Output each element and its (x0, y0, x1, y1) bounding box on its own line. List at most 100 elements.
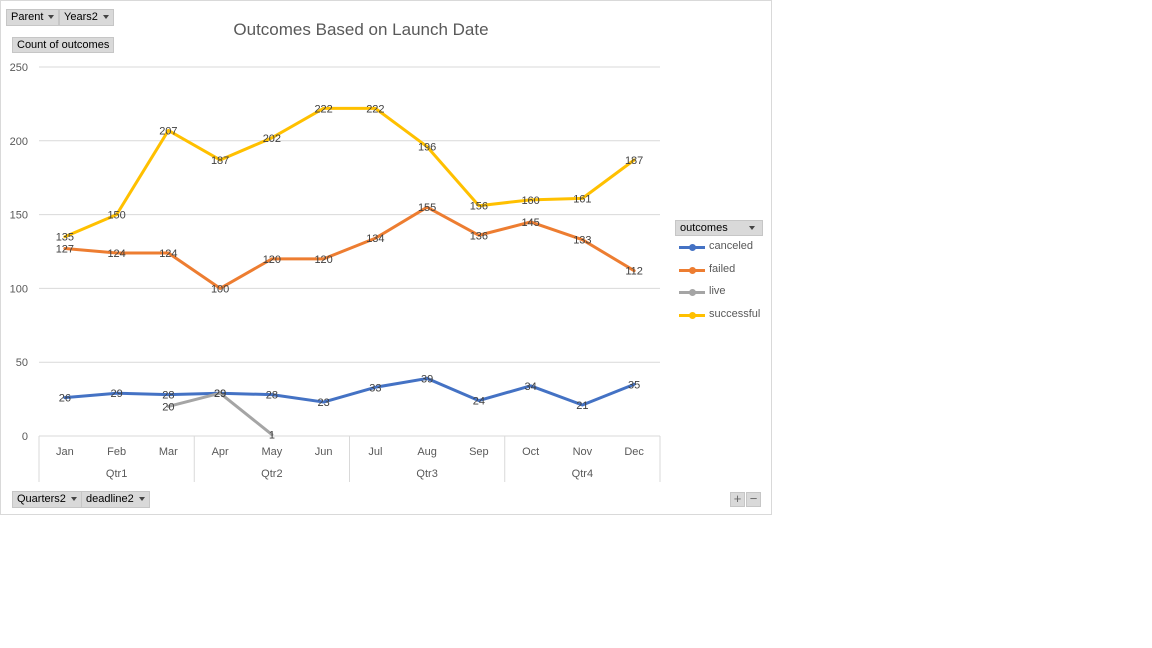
x-tick-label: Jun (315, 446, 333, 458)
data-label-successful: 187 (211, 155, 229, 167)
data-label-successful: 187 (625, 155, 643, 167)
data-label-live: 29 (214, 388, 226, 400)
chart-area: Parent Years2 Count of outcomes Outcomes… (0, 0, 772, 515)
dropdown-arrow-icon (749, 226, 755, 230)
x-group-label: Qtr1 (106, 468, 127, 480)
data-label-canceled: 21 (576, 400, 588, 412)
y-tick-label: 150 (10, 210, 28, 222)
minus-icon: − (749, 491, 758, 506)
data-label-canceled: 26 (59, 393, 71, 405)
x-tick-label: Feb (107, 446, 126, 458)
series-line-failed (63, 205, 636, 290)
y-tick-label: 200 (10, 136, 28, 148)
value-field-label: Count of outcomes (17, 39, 110, 51)
line-chart: 0 50 100 150 200 250 Qtr1 Qtr2 Qtr3 Qtr4 Jan Feb Mar… (10, 62, 661, 482)
x-group-label: Qtr4 (572, 468, 593, 480)
data-label-canceled: 29 (111, 388, 123, 400)
data-label-failed: 127 (56, 244, 74, 256)
quarters-filter-label: Quarters2 (17, 493, 66, 505)
y-tick-label: 250 (10, 62, 28, 74)
expand-field-button[interactable]: + (730, 492, 745, 507)
data-label-canceled: 29 (214, 388, 226, 400)
data-label-failed: 112 (625, 266, 643, 278)
dropdown-arrow-icon (48, 15, 55, 20)
data-label-canceled: 33 (369, 382, 381, 394)
data-label-canceled: 35 (628, 379, 640, 391)
data-label-failed: 100 (211, 283, 229, 295)
plus-icon: + (733, 491, 742, 506)
legend-label: live (709, 285, 726, 298)
data-label-failed: 145 (521, 217, 539, 229)
data-label-failed: 124 (159, 248, 177, 260)
x-group-label: Qtr3 (416, 468, 437, 480)
data-label-live: 20 (162, 401, 174, 413)
data-label-canceled: 34 (525, 381, 537, 393)
x-tick-label: May (261, 446, 282, 458)
x-tick-label: Nov (573, 446, 593, 458)
data-label-failed: 120 (263, 254, 281, 266)
chart-title: Outcomes Based on Launch Date (233, 20, 489, 39)
data-label-successful: 222 (314, 103, 332, 115)
x-tick-label: Jan (56, 446, 74, 458)
data-label-canceled: 24 (473, 396, 485, 408)
legend-label: canceled (709, 240, 754, 252)
data-label-failed: 136 (470, 230, 488, 242)
parent-filter-label: Parent (11, 11, 44, 23)
dropdown-arrow-icon (70, 497, 77, 502)
quarters-filter-button[interactable]: Quarters2 (12, 491, 82, 508)
data-label-successful: 207 (159, 125, 177, 137)
legend-header-label: outcomes (680, 222, 728, 234)
x-group-label: Qtr2 (261, 468, 282, 480)
legend-marker-icon (689, 289, 696, 297)
legend-label: failed (709, 262, 736, 275)
collapse-field-button[interactable]: − (746, 492, 761, 507)
legend-filter-button[interactable]: outcomes (675, 220, 763, 236)
data-label-successful: 135 (56, 232, 74, 244)
data-label-successful: 196 (418, 142, 436, 154)
legend-swatch (679, 266, 705, 274)
data-label-failed: 120 (314, 254, 332, 266)
series-line-successful (63, 106, 636, 239)
legend-marker-icon (689, 266, 696, 274)
legend-label: successful (709, 307, 761, 320)
value-field-button[interactable]: Count of outcomes (12, 37, 115, 53)
x-tick-label: Apr (212, 446, 229, 458)
dropdown-arrow-icon (102, 15, 109, 20)
data-label-failed: 133 (573, 235, 591, 247)
data-label-failed: 134 (366, 233, 384, 245)
series-line-canceled (63, 376, 636, 407)
data-label-canceled: 28 (162, 390, 174, 402)
data-label-successful: 222 (366, 103, 384, 115)
data-label-live: 1 (269, 430, 275, 442)
data-label-failed: 124 (107, 248, 125, 260)
legend-marker-icon (689, 311, 696, 319)
y-tick-label: 0 (22, 431, 28, 443)
parent-filter-button[interactable]: Parent (6, 9, 60, 26)
legend-swatch (679, 289, 705, 297)
data-label-canceled: 28 (266, 390, 278, 402)
x-tick-label: Jul (368, 446, 382, 458)
data-label-successful: 150 (107, 210, 125, 222)
data-label-successful: 160 (521, 195, 539, 207)
data-label-canceled: 39 (421, 373, 433, 385)
data-label-successful: 156 (470, 201, 488, 213)
data-label-successful: 202 (263, 133, 281, 145)
series-line-live (166, 391, 274, 437)
data-label-failed: 155 (418, 202, 436, 214)
x-tick-label: Dec (624, 446, 644, 458)
years-filter-button[interactable]: Years2 (59, 9, 114, 26)
deadline-filter-label: deadline2 (86, 493, 134, 505)
x-tick-label: Aug (417, 446, 437, 458)
years-filter-label: Years2 (64, 11, 98, 23)
dropdown-arrow-icon (138, 497, 145, 502)
legend-swatch (679, 311, 705, 319)
data-label-successful: 161 (573, 193, 591, 205)
x-tick-label: Sep (469, 446, 489, 458)
y-tick-label: 100 (10, 283, 28, 295)
x-tick-label: Oct (522, 446, 539, 458)
legend-marker-icon (689, 244, 696, 251)
data-label-canceled: 23 (318, 397, 330, 409)
y-tick-label: 50 (16, 357, 28, 369)
x-tick-label: Mar (159, 446, 178, 458)
deadline-filter-button[interactable]: deadline2 (81, 491, 150, 508)
